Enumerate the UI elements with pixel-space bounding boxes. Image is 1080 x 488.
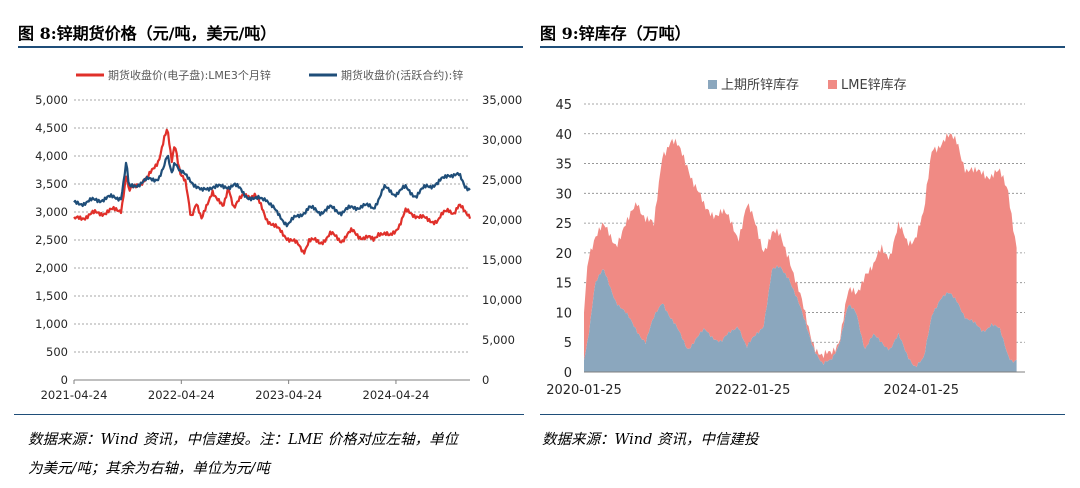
y-tick-label: 30: [555, 187, 572, 202]
y-left-tick-label: 1,000: [35, 317, 68, 331]
y-left-tick-label: 500: [46, 345, 68, 359]
legend-label-shfe: 上期所锌库存: [721, 77, 799, 93]
right-source: 数据来源：Wind 资讯，中信建投: [542, 432, 759, 448]
left-source-line-2: 为美元/吨；其余为右轴，单位为元/吨: [28, 461, 270, 477]
area-shfe: [584, 265, 1017, 372]
right-title-rule: [540, 46, 1065, 48]
x-tick-label: 2021-04-24: [41, 388, 108, 402]
left-source-line-1: 数据来源：Wind 资讯，中信建投。注：LME 价格对应左轴，单位: [28, 432, 459, 448]
zinc-futures-price-chart: 期货收盘价(电子盘):LME3个月锌 期货收盘价(活跃合约):锌 0 500 1,000…: [35, 68, 522, 402]
y-tick-label: 45: [555, 98, 572, 113]
right-bottom-rule: [540, 414, 1065, 415]
y-tick-label: 5: [564, 336, 572, 351]
series-line-shfe: [73, 154, 471, 228]
x-tick-label: 2024-04-24: [363, 388, 430, 402]
y-left-tick-label: 5,000: [35, 93, 68, 107]
y-tick-label: 15: [555, 277, 572, 292]
legend-swatch-lme: [828, 80, 837, 89]
zinc-inventory-chart: 上期所锌库存 LME锌库存 0 5 10 15 20 25 30 35 40 45 2020-01-25…: [546, 77, 1025, 398]
y-left-tick-label: 2,500: [35, 233, 68, 247]
y-tick-label: 25: [555, 217, 572, 232]
x-tick-label: 2024-01-25: [884, 383, 960, 398]
y-left-tick-label: 3,000: [35, 205, 68, 219]
y-right-tick-label: 15,000: [482, 253, 522, 267]
y-left-tick-label: 2,000: [35, 261, 68, 275]
left-panel-title: 图 8:锌期货价格（元/吨，美元/吨）: [18, 24, 277, 43]
legend-label-lme: LME锌库存: [841, 77, 907, 93]
y-left-tick-label: 4,500: [35, 121, 68, 135]
y-left-tick-label: 4,000: [35, 149, 68, 163]
y-right-tick-label: 30,000: [482, 133, 522, 147]
y-tick-label: 20: [555, 247, 572, 262]
y-left-tick-label: 3,500: [35, 177, 68, 191]
y-right-tick-label: 5,000: [482, 333, 515, 347]
y-right-tick-label: 0: [482, 373, 489, 387]
left-bottom-rule: [14, 414, 524, 415]
y-right-tick-label: 10,000: [482, 293, 522, 307]
y-right-tick-label: 20,000: [482, 213, 522, 227]
y-left-tick-label: 1,500: [35, 289, 68, 303]
y-right-tick-label: 25,000: [482, 173, 522, 187]
legend-swatch-shfe: [708, 80, 717, 89]
y-right-tick-label: 35,000: [482, 93, 522, 107]
legend-label-lme: 期货收盘价(电子盘):LME3个月锌: [108, 68, 271, 82]
y-tick-label: 10: [555, 306, 572, 321]
x-tick-label: 2020-01-25: [546, 383, 622, 398]
x-tick-label: 2023-04-24: [255, 388, 322, 402]
x-tick-label: 2022-01-25: [715, 383, 791, 398]
left-title-rule: [18, 46, 523, 48]
x-tick-label: 2022-04-24: [148, 388, 215, 402]
legend-label-shfe: 期货收盘价(活跃合约):锌: [341, 68, 463, 82]
right-panel-title: 图 9:锌库存（万吨）: [540, 24, 691, 43]
y-tick-label: 40: [555, 128, 572, 143]
y-left-tick-label: 0: [61, 373, 68, 387]
y-tick-label: 35: [555, 158, 572, 173]
y-tick-label: 0: [564, 366, 572, 381]
area-lme: [584, 133, 1017, 368]
